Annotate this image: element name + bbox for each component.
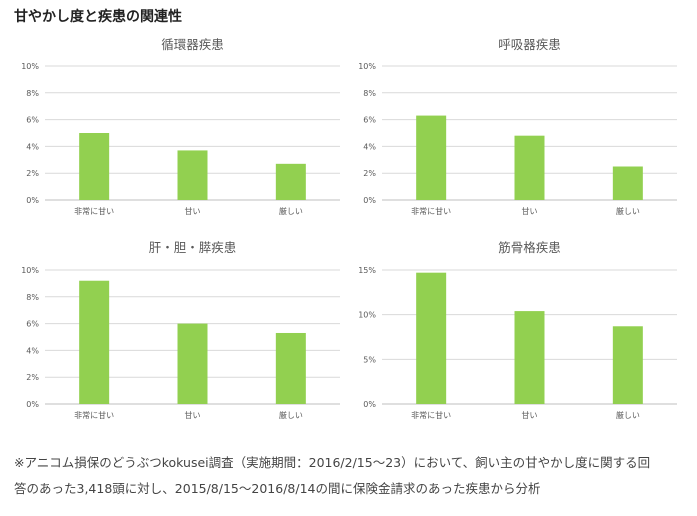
y-tick-label: 0%	[26, 400, 39, 409]
y-tick-label: 10%	[358, 311, 376, 320]
y-tick-label: 2%	[363, 169, 376, 178]
y-tick-label: 2%	[26, 169, 39, 178]
y-tick-label: 15%	[358, 266, 376, 275]
category-label: 厳しい	[616, 410, 640, 420]
y-tick-label: 8%	[26, 293, 39, 302]
bar-1	[79, 133, 110, 200]
bar-3	[612, 166, 643, 200]
chart-title: 筋骨格疾患	[498, 240, 561, 255]
y-tick-label: 6%	[26, 116, 39, 125]
y-tick-label: 2%	[26, 373, 39, 382]
category-label: 非常に甘い	[74, 206, 114, 216]
bar-3	[275, 163, 306, 200]
bar-2	[177, 323, 208, 404]
bar-1	[416, 272, 447, 404]
y-tick-label: 0%	[363, 400, 376, 409]
y-tick-label: 4%	[26, 142, 39, 151]
chart-grid: 循環器疾患 0% 2% 4% 6% 8% 10% 非常に甘い 甘い 厳しい 呼吸器疾患 0% 2% 4% 6…	[21, 37, 677, 420]
y-tick-label: 8%	[363, 89, 376, 98]
y-tick-label: 4%	[363, 142, 376, 151]
bar-3	[612, 326, 643, 404]
category-label: 甘い	[522, 410, 538, 420]
category-label: 厳しい	[616, 206, 640, 216]
category-label: 厳しい	[279, 410, 303, 420]
category-label: 非常に甘い	[411, 206, 451, 216]
y-tick-label: 5%	[363, 355, 376, 364]
y-tick-label: 8%	[26, 89, 39, 98]
bar-1	[416, 115, 447, 200]
chart-title: 循環器疾患	[161, 37, 224, 52]
chart-panel-1: 循環器疾患 0% 2% 4% 6% 8% 10% 非常に甘い 甘い 厳しい	[21, 37, 340, 216]
y-tick-label: 0%	[26, 196, 39, 205]
y-tick-label: 10%	[21, 62, 39, 71]
y-tick-label: 6%	[363, 116, 376, 125]
page-title: 甘やかし度と疾患の関連性	[14, 9, 182, 25]
bar-2	[514, 135, 545, 200]
category-label: 甘い	[185, 410, 201, 420]
category-label: 甘い	[185, 206, 201, 216]
footnote: ※アニコム損保のどうぶつkokusei調査（実施期間：2016/2/15～23）…	[14, 450, 684, 502]
bar-2	[177, 150, 208, 200]
category-label: 非常に甘い	[74, 410, 114, 420]
category-label: 甘い	[522, 206, 538, 216]
footnote-line-2: 答のあった3,418頭に対し、2015/8/15～2016/8/14の間に保険金…	[14, 481, 541, 496]
footnote-line-1: ※アニコム損保のどうぶつkokusei調査（実施期間：2016/2/15～23）…	[14, 455, 651, 470]
chart-title: 呼吸器疾患	[498, 37, 561, 52]
chart-panel-2: 呼吸器疾患 0% 2% 4% 6% 8% 10% 非常に甘い 甘い 厳しい	[358, 37, 677, 216]
bar-2	[514, 311, 545, 404]
y-tick-label: 6%	[26, 320, 39, 329]
category-label: 非常に甘い	[411, 410, 451, 420]
chart-panel-3: 肝・胆・膵疾患 0% 2% 4% 6% 8% 10% 非常に甘い 甘い 厳しい	[21, 240, 340, 420]
y-tick-label: 10%	[358, 62, 376, 71]
bar-1	[79, 280, 110, 404]
y-tick-label: 4%	[26, 346, 39, 355]
y-tick-label: 0%	[363, 196, 376, 205]
category-label: 厳しい	[279, 206, 303, 216]
y-tick-label: 10%	[21, 266, 39, 275]
chart-panel-4: 筋骨格疾患 0% 5% 10% 15% 非常に甘い 甘い 厳しい	[358, 240, 677, 420]
bar-3	[275, 332, 306, 404]
chart-title: 肝・胆・膵疾患	[149, 240, 237, 255]
